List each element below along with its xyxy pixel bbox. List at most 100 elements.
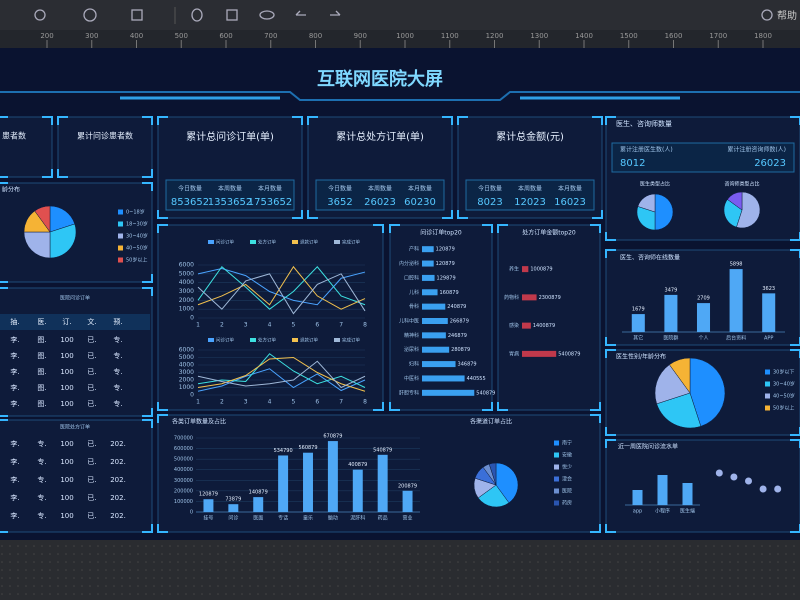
table-cell: 已. [87,368,96,376]
y-tick-label: 儿科 [409,289,419,296]
table-cell: 专. [113,383,122,392]
bar [278,455,289,512]
panel-corner [307,116,453,219]
bar [377,454,388,512]
panel-corner [57,116,153,178]
y-tick-label: 内分泌科 [399,260,419,267]
data-label: 670879 [323,434,342,440]
preview-icon[interactable] [259,10,275,20]
table-header-cell: 文. [87,317,96,326]
panel [57,116,153,178]
undo-icon[interactable] [295,10,306,16]
data-label: 5898 [730,262,743,268]
legend-swatch [554,452,559,458]
stat-value: 26023 [364,197,396,208]
y-tick-label: 3000 [179,369,194,376]
grid-icon[interactable] [131,9,143,21]
ruler [0,30,800,48]
panel-corner [457,116,603,219]
data-label: 129879 [437,275,456,281]
data-label: 2300879 [539,295,561,301]
y-tick-label: 2000 [179,377,194,384]
y-tick-label: 精神科 [404,332,419,339]
bar [729,269,743,332]
legend-swatch [765,381,770,387]
y-tick-label: 5000 [179,270,194,277]
bar [422,389,475,396]
x-tick-label: 童乐 [303,515,313,522]
y-tick-label: 6000 [179,347,194,354]
legend-swatch [334,240,340,244]
play-icon[interactable] [83,8,97,22]
legend-swatch [118,245,123,251]
line-series [197,273,366,315]
pie-slice [637,193,656,213]
pie-slice [49,223,77,259]
y-tick-label: 700000 [174,436,193,442]
data-label: 140879 [249,490,268,496]
table-cell: 李. [10,383,19,392]
table-cell: 李. [10,511,19,520]
legend-label: 南宁 [562,440,572,447]
data-label: 1679 [632,307,645,313]
ruler-label: 1200 [486,32,504,40]
x-tick-label: 1 [196,322,200,329]
data-label: 540879 [373,447,392,453]
y-tick-label: 4000 [179,279,194,286]
pie-slice [727,191,743,211]
x-tick-label: 3 [244,322,248,329]
x-tick-label: 个人 [698,336,708,342]
bar [664,294,678,332]
help-icon[interactable] [761,9,773,21]
stat-label: 累计注册咨询师数(人) [727,146,786,154]
point [730,473,738,481]
data-label: 240879 [447,304,466,310]
x-tick-label: 医生端 [680,508,695,515]
data-label: 120879 [436,261,455,267]
legend-label: 50岁以上 [126,257,147,264]
table-cell: 已. [87,352,96,360]
y-tick-label: 100000 [174,499,193,505]
legend-label: 40~50岁 [773,393,795,400]
y-tick-label: 泌尿科 [404,346,419,353]
ruler-label: 300 [85,32,98,40]
bar [422,289,438,296]
legend-swatch [554,488,559,494]
x-tick-label: 4 [268,322,272,329]
table-cell: 李. [10,475,19,484]
user-icon[interactable] [34,9,46,21]
x-tick-label: 8 [363,399,367,406]
y-tick-label: 6000 [179,262,194,269]
table-cell: 李. [10,493,19,502]
line-series [197,265,366,310]
table-cell: 已. [87,336,96,344]
point [715,469,723,477]
legend-label: 悦少 [562,464,572,471]
legend-swatch [554,500,559,506]
legend-label: 18~30岁 [126,221,148,228]
data-label: 3479 [665,287,678,293]
legend-label: 30~40岁 [773,381,795,388]
point [745,477,752,485]
x-tick-label: 6 [315,322,319,329]
pie-slice [654,193,674,231]
workspace-grid [0,540,800,600]
data-label: 73879 [225,497,241,503]
panel [0,116,53,178]
help-text[interactable]: 帮助 [777,9,797,22]
table-title: 医院处方订单 [60,424,90,431]
y-tick-label: 4000 [179,362,194,369]
card-title: 累计总处方订单(单) [336,130,424,143]
ruler-label: 1300 [530,32,548,40]
save-icon[interactable] [226,9,238,21]
y-tick-label: 2000 [179,297,194,304]
redo-icon[interactable] [330,10,341,16]
pie-slice [736,191,761,229]
db-icon[interactable] [191,8,203,22]
legend-label: 退款订单 [300,239,318,246]
table-cell: 100 [60,352,73,360]
stat-label: 累计注册医生数(人) [620,146,673,154]
title-decoration [0,91,800,101]
